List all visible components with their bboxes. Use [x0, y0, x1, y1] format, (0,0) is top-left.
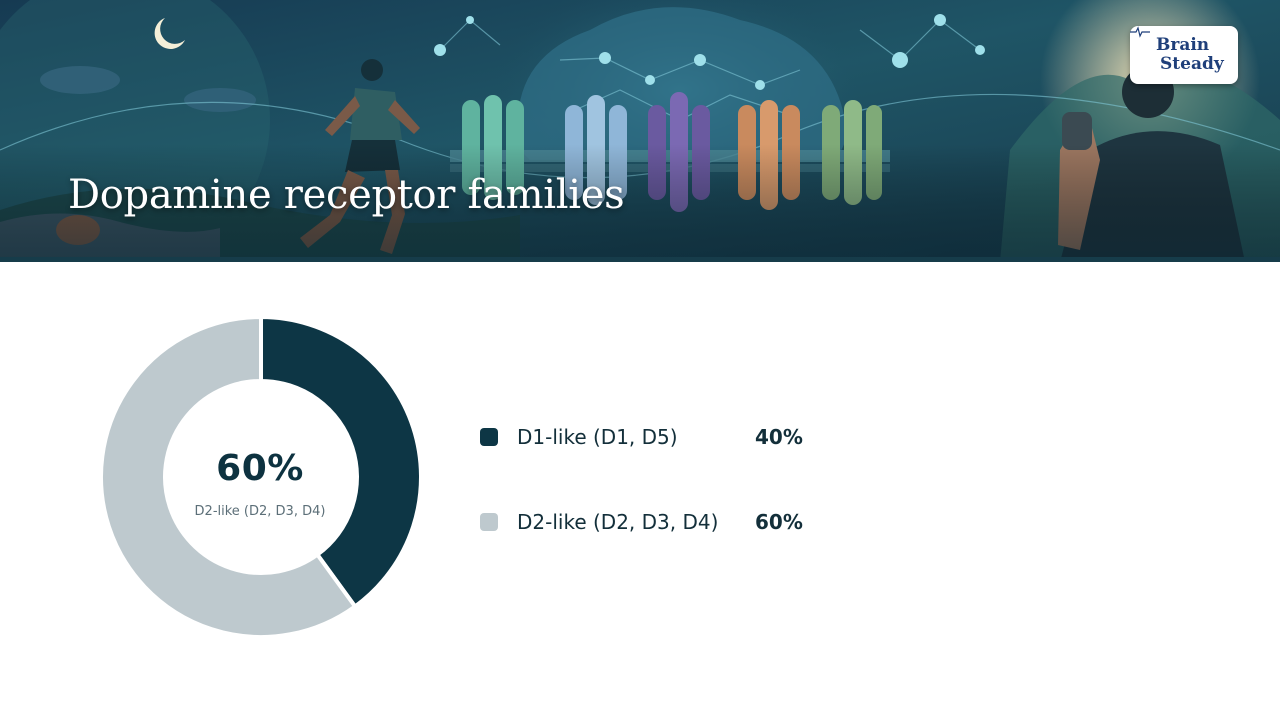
logo-text-line1: Brain [1156, 35, 1210, 55]
legend-swatch [480, 428, 498, 446]
legend-item-d2-like: D2-like (D2, D3, D4) 60% [480, 510, 803, 534]
legend-item-d1-like: D1-like (D1, D5) 40% [480, 425, 803, 449]
donut-slice-d2-like [99, 314, 358, 639]
legend-label: D1-like (D1, D5) [517, 425, 678, 449]
donut-chart [99, 314, 423, 639]
page-title: Dopamine receptor families [68, 172, 625, 218]
legend-label: D2-like (D2, D3, D4) [517, 510, 719, 534]
logo-text-line2: Steady [1160, 54, 1224, 74]
banner-illustration [0, 0, 1280, 262]
legend-swatch [480, 513, 498, 531]
donut-center-value: 60% [216, 448, 304, 489]
legend-value: 40% [755, 425, 803, 449]
donut-slice-d1-like [259, 314, 423, 610]
legend-value: 60% [755, 510, 803, 534]
chart-area: 60% D2-like (D2, D3, D4) D1-like (D1, D5… [0, 262, 1280, 720]
header-banner: Dopamine receptor families Brain Steady [0, 0, 1280, 262]
heartbeat-icon [1130, 26, 1150, 38]
brand-logo: Brain Steady [1130, 26, 1238, 84]
donut-center-label: D2-like (D2, D3, D4) [194, 504, 326, 519]
